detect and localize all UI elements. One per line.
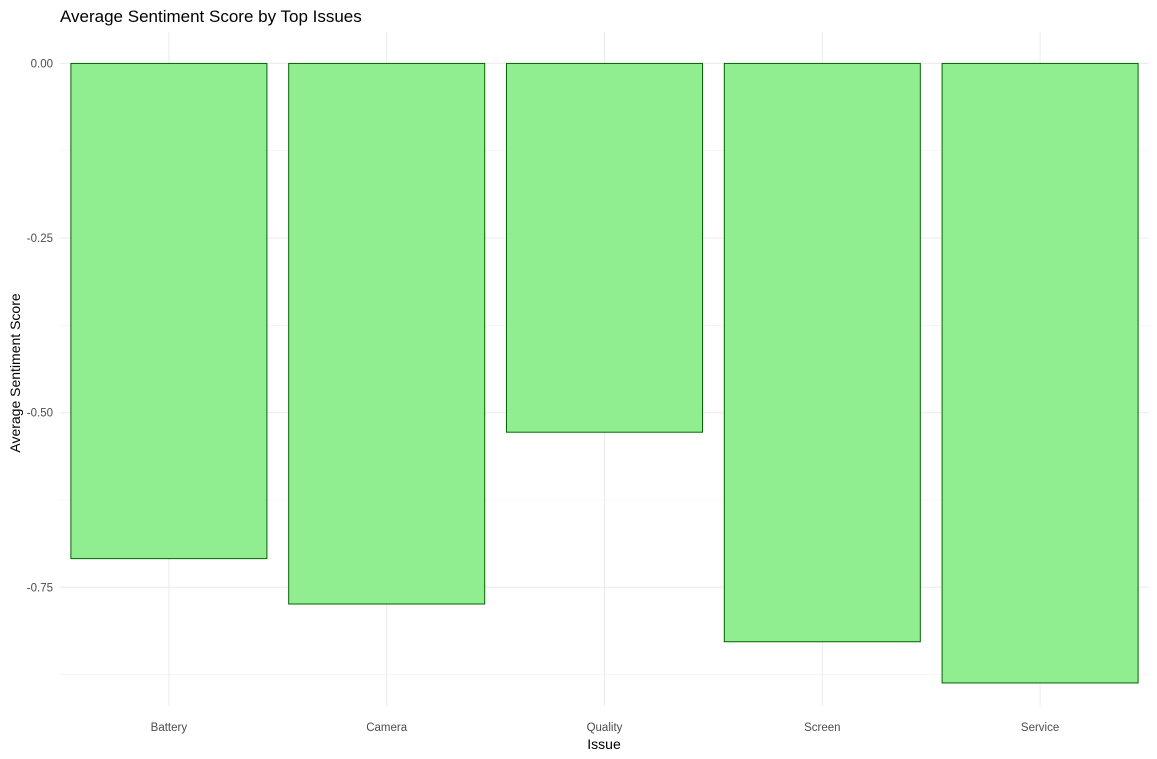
bar-quality [505,62,704,433]
x-tick-label: Battery [151,722,188,734]
x-axis-ticks: Battery Camera Quality Screen Service [151,722,1060,734]
x-tick-label: Service [1021,722,1059,734]
x-tick-label: Quality [587,722,623,734]
y-tick-label: -0.50 [27,408,53,420]
bar-camera [288,62,486,605]
bar-screen [723,62,921,643]
y-axis-title: Average Sentiment Score [7,293,23,452]
x-tick-label: Screen [804,722,840,734]
y-tick-label: -0.25 [27,233,53,245]
bar-service [941,62,1139,684]
x-tick-label: Camera [366,722,408,734]
x-axis-title: Issue [587,736,621,752]
bars-layer [70,62,1139,684]
chart-title: Average Sentiment Score by Top Issues [60,7,362,26]
y-tick-label: 0.00 [31,58,53,70]
y-tick-label: -0.75 [27,582,53,594]
bar-battery [70,62,268,560]
y-axis-ticks: 0.00 -0.25 -0.50 -0.75 [27,58,53,594]
